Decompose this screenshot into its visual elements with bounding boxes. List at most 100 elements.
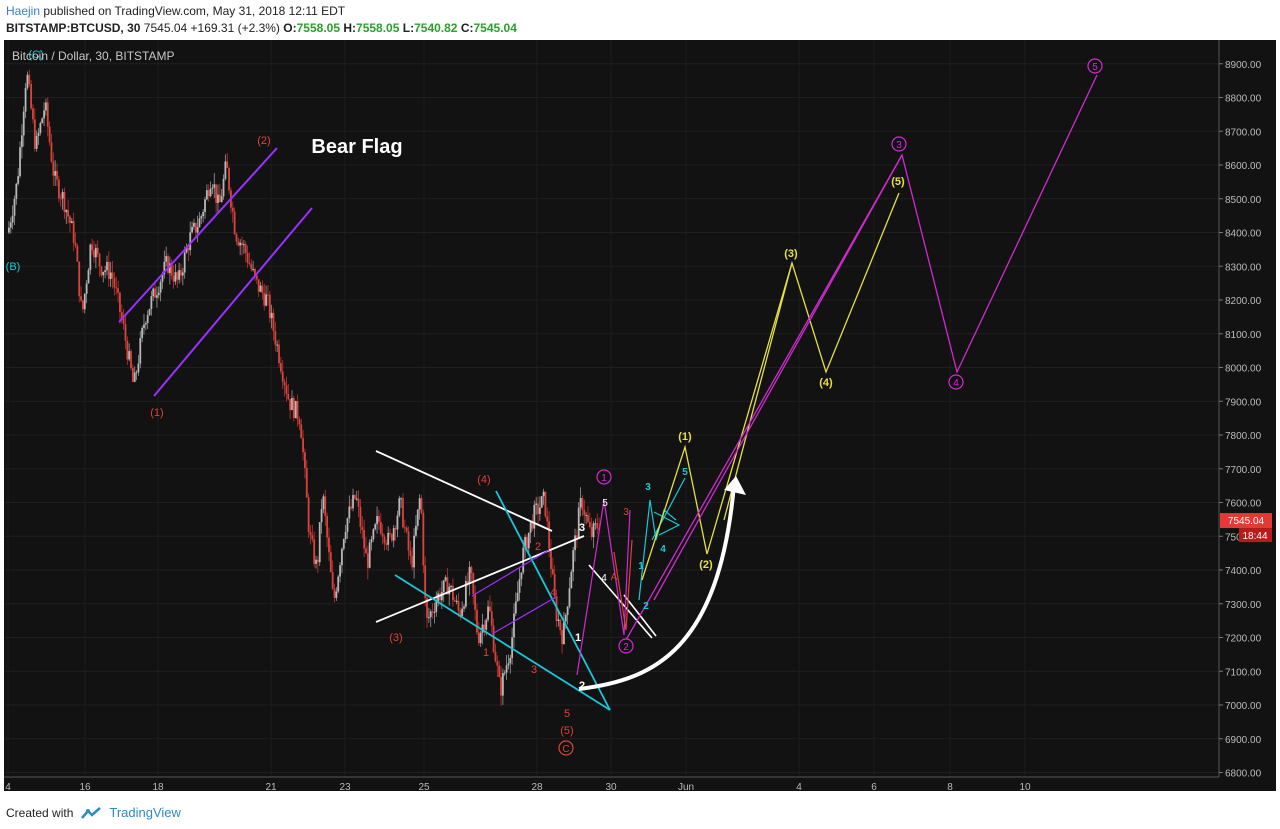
yellow-wave-1-label: (1) <box>678 431 692 443</box>
candle-body <box>520 572 523 580</box>
candle-body <box>307 497 310 532</box>
candle-body <box>342 539 345 549</box>
candle-body <box>363 530 366 549</box>
y-tick-label: 7900.00 <box>1225 397 1262 408</box>
candle-body <box>52 161 55 176</box>
candle-body <box>498 665 501 677</box>
candle-body <box>544 491 547 517</box>
candle-body <box>461 608 464 616</box>
wedge-lower-line <box>394 574 611 711</box>
drawings <box>118 74 1098 711</box>
candle-body <box>470 566 473 573</box>
candle-body <box>272 312 275 332</box>
candle-body <box>474 593 477 610</box>
candle-body <box>413 535 415 568</box>
candle-body <box>176 272 179 280</box>
candle-body <box>383 536 386 544</box>
candle-body <box>370 539 373 543</box>
white-wave-1-label: 1 <box>575 632 581 644</box>
candle-body <box>157 292 160 296</box>
candle-body <box>109 272 112 280</box>
x-tick-label: 25 <box>418 782 430 791</box>
author-link[interactable]: Haejin <box>6 4 41 18</box>
ohlc-header: BITSTAMP:BTCUSD, 30 7545.04 +169.31 (+2.… <box>6 21 517 35</box>
candle-body <box>67 210 70 217</box>
candle-body <box>237 241 240 246</box>
candle-body <box>226 161 229 169</box>
candle-body <box>24 87 27 112</box>
candle-body <box>154 288 156 298</box>
candle-body <box>481 624 484 633</box>
price-chart[interactable]: Bear Flag(C)(B)(1)(2)(3)(4)(5)12345C3124… <box>4 40 1276 791</box>
candle-body <box>415 525 417 536</box>
high-value: 7558.05 <box>356 21 400 35</box>
candle-body <box>91 244 94 250</box>
candle-body <box>331 572 334 589</box>
candle-body <box>82 300 84 310</box>
candle-body <box>124 323 127 341</box>
candle-body <box>8 227 10 233</box>
candle-body <box>453 600 456 602</box>
candle-body <box>564 614 567 622</box>
white-wave-2-label: 2 <box>579 680 585 692</box>
candle-body <box>540 496 543 508</box>
candle-body <box>503 672 506 674</box>
candle-body <box>259 285 262 292</box>
published-text: published on TradingView.com, May 31, 20… <box>40 4 346 18</box>
circled-wave-5-label: 5 <box>1092 62 1098 73</box>
candle-body <box>385 543 388 545</box>
candle-body <box>130 351 132 369</box>
candle-body <box>220 196 223 202</box>
candle-body <box>209 188 212 197</box>
y-tick-label: 8100.00 <box>1225 330 1262 341</box>
candle-body <box>300 424 303 439</box>
chart-area[interactable]: Bear Flag (C) (B) (1) (2) (3) (4) (5) 1 2 3 4 5 C 3 1 2 4… <box>4 40 1276 791</box>
candle-body <box>100 266 103 276</box>
y-tick-label: 6900.00 <box>1225 735 1262 746</box>
candle-body <box>35 135 38 149</box>
candle-body <box>200 216 203 219</box>
wave-c-top-label: (C) <box>28 49 43 61</box>
candle-body <box>85 283 88 294</box>
candle-body <box>572 550 575 572</box>
axes: 6800.00 6900.00 7000.00 7100.00 7200.00 7300.… <box>4 40 1276 791</box>
circled-c-label: C <box>562 744 569 755</box>
candle-body <box>440 591 443 601</box>
candle-body <box>524 536 526 548</box>
candle-body <box>144 323 147 325</box>
candle-body <box>98 253 101 267</box>
candle-body <box>450 585 452 587</box>
candle-body <box>137 363 140 373</box>
candle-body <box>403 527 406 529</box>
candle-body <box>341 548 343 566</box>
candle-body <box>535 503 538 505</box>
candle-body <box>167 256 169 273</box>
candle-body <box>463 606 465 609</box>
candle-body <box>163 261 166 275</box>
candle-body <box>87 269 90 284</box>
cyan-wave-1-label: 1 <box>638 561 644 572</box>
candle-body <box>17 176 20 184</box>
candle-body <box>374 524 377 530</box>
candle-body <box>298 419 301 425</box>
candle-body <box>318 522 321 563</box>
candle-body <box>26 74 29 88</box>
candle-body <box>248 262 251 265</box>
candle-body <box>537 503 539 514</box>
candle-body <box>239 242 242 246</box>
bear-flag-upper-line <box>118 147 278 323</box>
y-tick-label: 8500.00 <box>1225 195 1262 206</box>
candle-body <box>165 256 168 262</box>
candle-body <box>178 270 181 280</box>
candle-body <box>30 83 33 109</box>
triangle-lower-line <box>375 535 585 623</box>
candle-body <box>320 509 323 523</box>
candle-body <box>466 580 469 584</box>
candle-body <box>215 184 218 203</box>
candle-body <box>448 586 451 595</box>
high-label: H: <box>343 21 357 35</box>
candle-body <box>187 247 190 251</box>
candle-body <box>313 539 316 564</box>
candle-body <box>513 613 515 638</box>
tradingview-brand[interactable]: TradingView <box>109 805 181 820</box>
